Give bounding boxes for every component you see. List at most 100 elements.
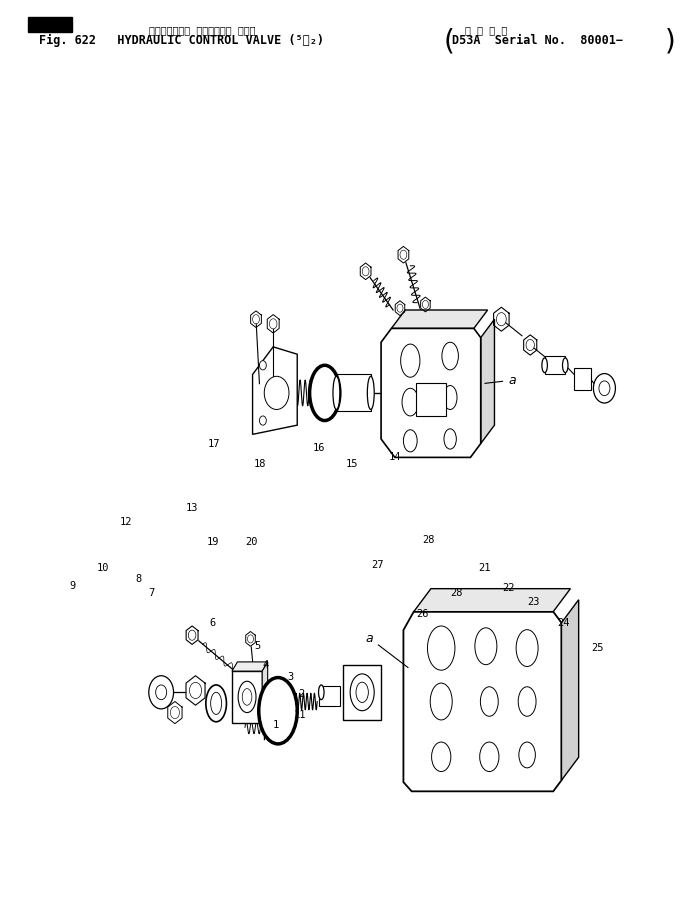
Polygon shape [246, 631, 255, 646]
Polygon shape [253, 346, 297, 434]
Polygon shape [395, 301, 405, 315]
Text: 1: 1 [273, 720, 279, 730]
Text: 22: 22 [502, 583, 515, 593]
Ellipse shape [475, 627, 497, 664]
Polygon shape [524, 334, 537, 355]
Text: 2: 2 [299, 689, 305, 699]
Polygon shape [186, 675, 205, 705]
Ellipse shape [516, 629, 538, 666]
Ellipse shape [356, 682, 368, 702]
Text: 3: 3 [287, 672, 293, 682]
Ellipse shape [259, 677, 297, 744]
Circle shape [149, 675, 174, 709]
Text: 7: 7 [148, 588, 155, 598]
Ellipse shape [242, 688, 252, 705]
Text: 5: 5 [255, 641, 261, 651]
Text: 28: 28 [450, 588, 462, 598]
Polygon shape [262, 662, 268, 723]
Text: 8: 8 [136, 574, 142, 584]
Text: 15: 15 [346, 459, 358, 468]
Text: 21: 21 [478, 563, 491, 573]
Ellipse shape [444, 429, 456, 449]
Ellipse shape [367, 376, 374, 409]
Circle shape [190, 682, 201, 699]
Bar [574, 368, 591, 390]
Ellipse shape [319, 685, 324, 699]
Bar [232, 671, 262, 723]
Text: 9: 9 [69, 581, 75, 591]
Ellipse shape [402, 388, 419, 416]
Text: 25: 25 [591, 643, 604, 653]
Ellipse shape [333, 376, 340, 409]
Bar [416, 383, 446, 416]
Circle shape [422, 300, 428, 309]
Polygon shape [186, 626, 198, 644]
Text: 13: 13 [186, 503, 199, 513]
Ellipse shape [562, 358, 568, 372]
Circle shape [526, 339, 534, 350]
Text: 26: 26 [416, 609, 429, 619]
Ellipse shape [210, 692, 221, 714]
Text: 17: 17 [208, 439, 221, 448]
Text: 20: 20 [245, 537, 258, 547]
Ellipse shape [431, 742, 451, 772]
Ellipse shape [206, 685, 226, 722]
Ellipse shape [518, 687, 536, 716]
Polygon shape [250, 310, 262, 327]
Circle shape [188, 630, 196, 640]
Ellipse shape [401, 344, 420, 377]
Polygon shape [391, 310, 488, 328]
Text: 19: 19 [207, 537, 219, 547]
Circle shape [269, 319, 277, 329]
Circle shape [170, 707, 179, 719]
Circle shape [259, 360, 266, 370]
Circle shape [264, 376, 289, 409]
Polygon shape [404, 612, 562, 791]
Polygon shape [267, 314, 279, 333]
Ellipse shape [238, 681, 256, 712]
Polygon shape [398, 247, 408, 263]
Bar [319, 686, 340, 706]
Bar [344, 664, 381, 720]
Text: 11: 11 [294, 711, 306, 721]
Text: 27: 27 [371, 560, 384, 570]
Bar [337, 374, 371, 411]
Polygon shape [414, 589, 571, 612]
Ellipse shape [310, 365, 340, 420]
Text: 10: 10 [97, 563, 109, 573]
Polygon shape [481, 319, 495, 444]
Text: 28: 28 [422, 535, 435, 545]
Bar [544, 356, 565, 374]
Text: 23: 23 [528, 597, 540, 607]
Ellipse shape [428, 626, 455, 670]
Text: 18: 18 [253, 459, 266, 468]
Ellipse shape [519, 742, 535, 768]
Circle shape [496, 312, 506, 326]
Text: 4: 4 [263, 660, 269, 670]
Circle shape [253, 315, 259, 323]
Text: ハイドロリック  コントロール  バルブ: ハイドロリック コントロール バルブ [149, 26, 255, 35]
Polygon shape [381, 328, 481, 457]
Text: 12: 12 [120, 517, 132, 527]
Ellipse shape [442, 342, 458, 370]
Text: D53A  Serial No.  80001−: D53A Serial No. 80001− [451, 34, 622, 47]
Text: 16: 16 [313, 444, 325, 453]
Ellipse shape [542, 358, 547, 372]
Ellipse shape [350, 674, 374, 711]
Text: (: ( [443, 28, 454, 56]
Polygon shape [168, 701, 182, 723]
Polygon shape [232, 662, 268, 671]
Ellipse shape [404, 430, 417, 452]
Text: ): ) [664, 28, 676, 56]
Text: a: a [366, 632, 408, 668]
Circle shape [248, 635, 253, 643]
Ellipse shape [431, 683, 452, 720]
Circle shape [400, 250, 407, 260]
Bar [28, 17, 72, 31]
Circle shape [593, 373, 615, 403]
Circle shape [156, 685, 167, 699]
Circle shape [259, 416, 266, 425]
Text: 6: 6 [209, 618, 215, 628]
Text: Fig. 622   HYDRAULIC CONTROL VALVE (⁵⁄₂): Fig. 622 HYDRAULIC CONTROL VALVE (⁵⁄₂) [39, 34, 324, 47]
Polygon shape [562, 600, 579, 780]
